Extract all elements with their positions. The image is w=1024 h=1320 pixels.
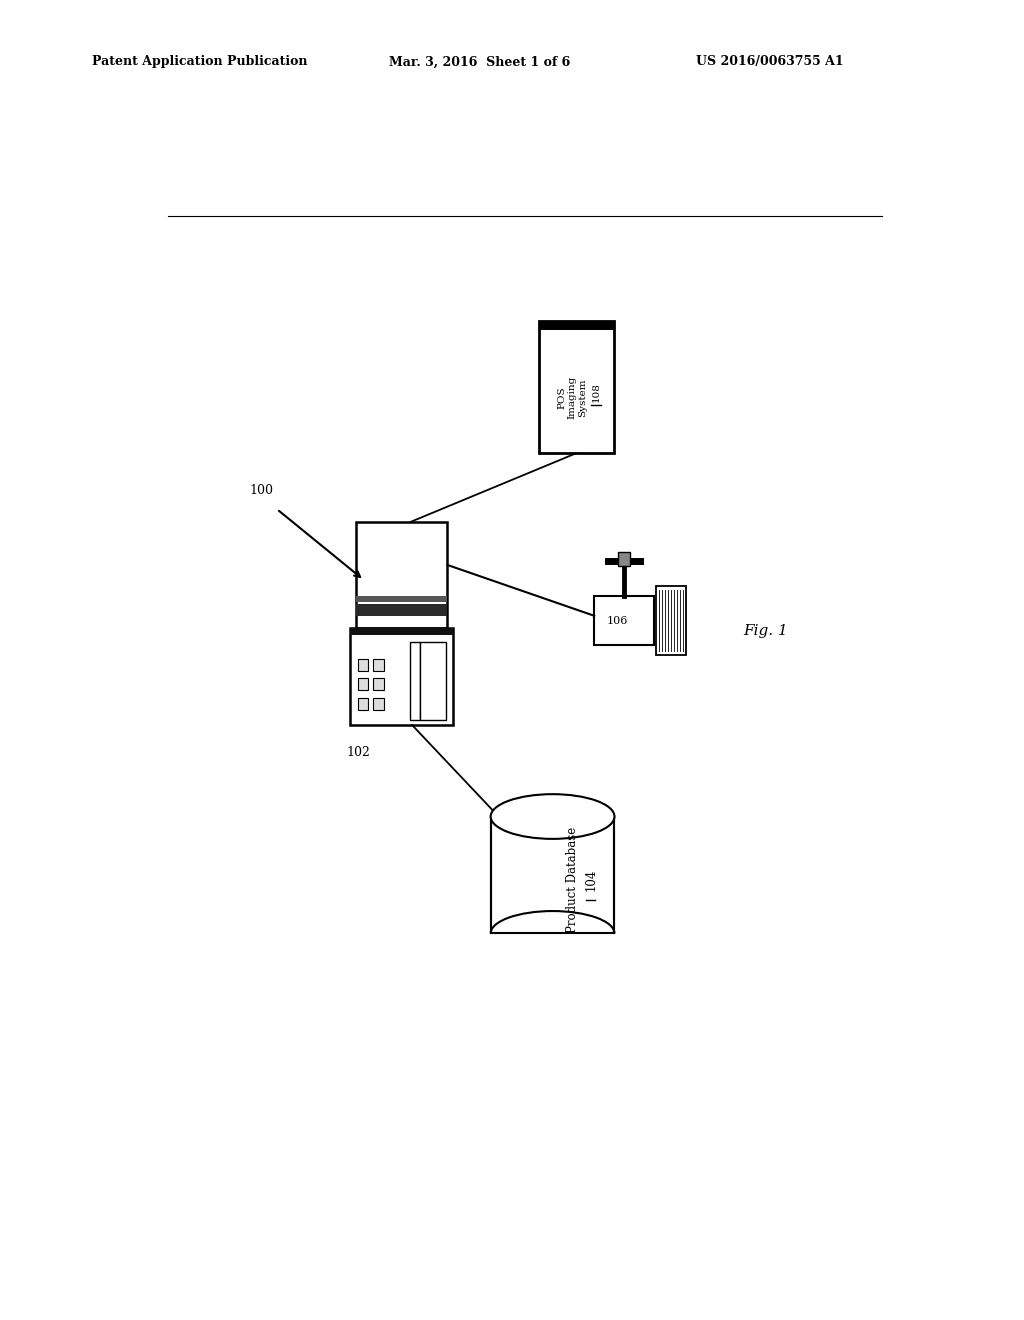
Bar [373, 659, 384, 671]
Bar [358, 678, 369, 690]
Bar [373, 678, 384, 690]
Bar [490, 817, 614, 933]
Text: 108: 108 [592, 383, 601, 403]
Text: Product Database: Product Database [566, 826, 579, 933]
Text: Mar. 3, 2016  Sheet 1 of 6: Mar. 3, 2016 Sheet 1 of 6 [389, 55, 570, 69]
Bar [356, 521, 447, 628]
Text: Fig. 1: Fig. 1 [743, 624, 787, 638]
Bar [421, 642, 446, 719]
Text: 106: 106 [606, 616, 628, 626]
Ellipse shape [490, 795, 614, 840]
Bar [594, 597, 653, 645]
Bar [617, 552, 631, 566]
Text: 100: 100 [249, 484, 273, 496]
Bar [539, 321, 614, 330]
Bar [410, 642, 421, 719]
Bar [358, 659, 369, 671]
Bar [350, 628, 454, 635]
Bar [356, 595, 447, 602]
Bar [350, 628, 454, 725]
Bar [356, 605, 447, 616]
Bar [373, 697, 384, 710]
Text: US 2016/0063755 A1: US 2016/0063755 A1 [696, 55, 844, 69]
Text: Patent Application Publication: Patent Application Publication [92, 55, 307, 69]
Bar [358, 697, 369, 710]
Text: POS
Imaging
System: POS Imaging System [557, 376, 588, 418]
Text: 102: 102 [346, 746, 370, 759]
Text: 104: 104 [584, 869, 597, 891]
Bar [656, 586, 686, 656]
Bar [539, 321, 614, 453]
